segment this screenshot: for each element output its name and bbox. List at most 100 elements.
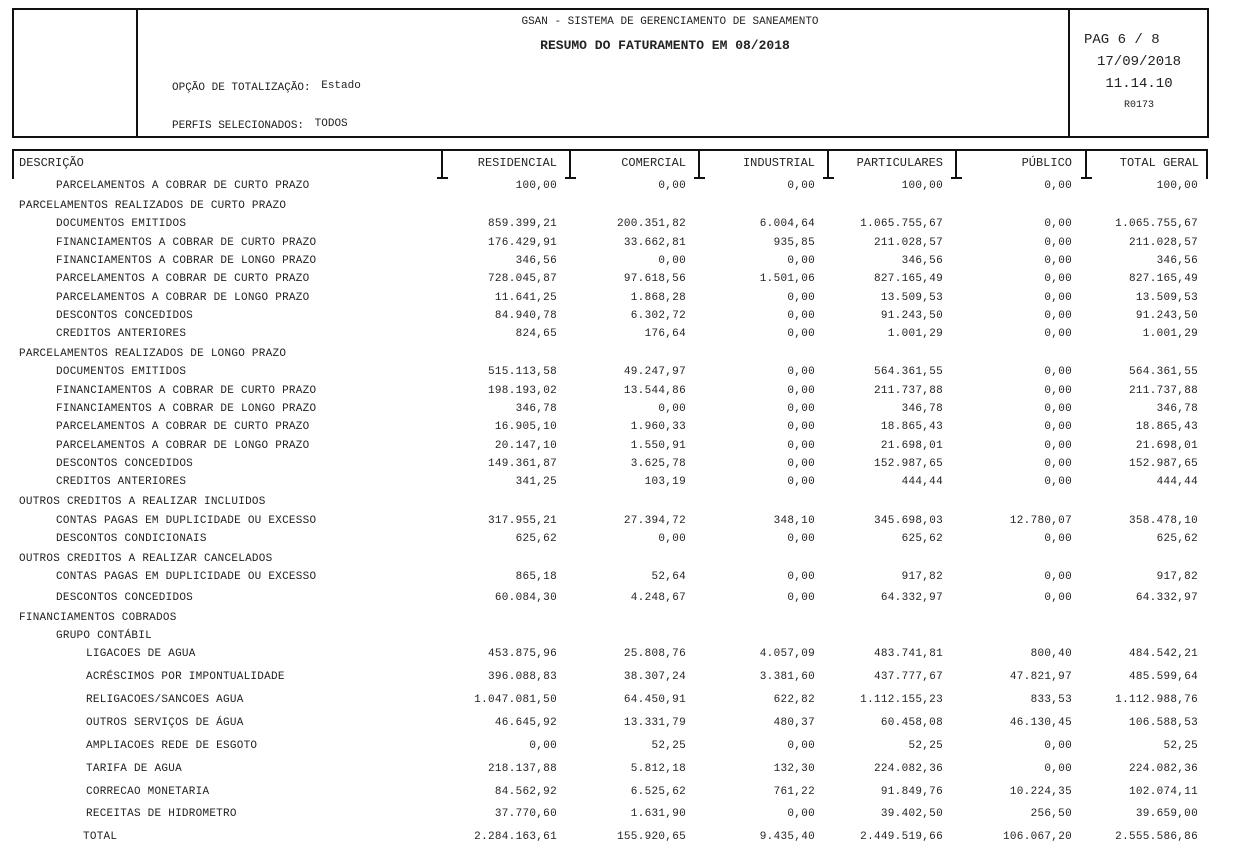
- column-header-comercial: COMERCIAL: [621, 156, 686, 170]
- row-description: TOTAL: [83, 831, 118, 843]
- table-row: FINANCIAMENTOS A COBRAR DE LONGO PRAZO 34…: [0, 255, 1252, 271]
- table-row: TOTAL 2.284.163,61 155.920,65 9.435,40 2.449…: [0, 831, 1252, 847]
- row-description: DESCONTOS CONCEDIDOS: [56, 592, 194, 604]
- cell-industrial: 6.004,64: [759, 218, 815, 230]
- cell-residencial: 46.645,92: [494, 717, 557, 729]
- row-description: RELIGACOES/SANCOES AGUA: [86, 694, 244, 706]
- cell-publico: 0,00: [1044, 763, 1072, 775]
- table-row: CORRECAO MONETARIA 84.562,92 6.525,62 761,2…: [0, 786, 1252, 802]
- row-description: FINANCIAMENTOS A COBRAR DE CURTO PRAZO: [56, 237, 317, 249]
- table-row: PARCELAMENTOS A COBRAR DE LONGO PRAZO 11.…: [0, 292, 1252, 308]
- cell-industrial: 0,00: [787, 255, 815, 267]
- cell-residencial: 865,18: [515, 571, 557, 583]
- column-separator: [441, 150, 443, 179]
- table-row: DESCONTOS CONCEDIDOS 84.940,78 6.302,72 0,0…: [0, 310, 1252, 326]
- column-separator: [955, 150, 957, 179]
- cell-residencial: 346,78: [515, 403, 557, 415]
- cell-industrial: 0,00: [787, 592, 815, 604]
- cell-publico: 12.780,07: [1009, 515, 1072, 527]
- cell-total-geral: 1.001,29: [1142, 328, 1198, 340]
- cell-particulares: 60.458,08: [880, 717, 943, 729]
- cell-total-geral: 224.082,36: [1128, 763, 1198, 775]
- table-row: PARCELAMENTOS A COBRAR DE CURTO PRAZO 100…: [0, 180, 1252, 196]
- cell-publico: 0,00: [1044, 740, 1072, 752]
- row-description: CORRECAO MONETARIA: [86, 786, 210, 798]
- table-row: DESCONTOS CONCEDIDOS 149.361,87 3.625,78 0,…: [0, 458, 1252, 474]
- profiles-value: TODOS: [314, 118, 348, 130]
- cell-comercial: 1.550,91: [630, 440, 686, 452]
- row-description: PARCELAMENTOS A COBRAR DE CURTO PRAZO: [56, 180, 310, 192]
- cell-comercial: 0,00: [658, 255, 686, 267]
- totalization-value: Estado: [321, 80, 361, 92]
- cell-particulares: 346,56: [901, 255, 943, 267]
- cell-comercial: 33.662,81: [623, 237, 686, 249]
- row-description: AMPLIACOES REDE DE ESGOTO: [86, 740, 258, 752]
- row-description: ACRÉSCIMOS POR IMPONTUALIDADE: [86, 671, 285, 683]
- column-separator-tick: [823, 177, 834, 179]
- cell-particulares: 346,78: [901, 403, 943, 415]
- cell-comercial: 1.868,28: [630, 292, 686, 304]
- cell-industrial: 0,00: [787, 366, 815, 378]
- row-description: DOCUMENTOS EMITIDOS: [56, 366, 187, 378]
- row-description: PARCELAMENTOS A COBRAR DE LONGO PRAZO: [56, 292, 310, 304]
- section-heading-row: PARCELAMENTOS REALIZADOS DE LONGO PRAZO: [0, 348, 1252, 364]
- row-description: PARCELAMENTOS A COBRAR DE LONGO PRAZO: [56, 440, 310, 452]
- cell-publico: 0,00: [1044, 571, 1072, 583]
- row-description: CONTAS PAGAS EM DUPLICIDADE OU EXCESSO: [56, 515, 317, 527]
- cell-comercial: 155.920,65: [616, 831, 686, 843]
- cell-total-geral: 100,00: [1156, 180, 1198, 192]
- cell-industrial: 0,00: [787, 533, 815, 545]
- totalization-option: OPÇÃO DE TOTALIZAÇÃO: Estado: [172, 80, 361, 94]
- column-separator: [569, 150, 571, 179]
- cell-publico: 0,00: [1044, 458, 1072, 470]
- cell-industrial: 0,00: [787, 310, 815, 322]
- table-row: PARCELAMENTOS A COBRAR DE LONGO PRAZO 20.…: [0, 440, 1252, 456]
- cell-total-geral: 13.509,53: [1135, 292, 1198, 304]
- report-header-box: [12, 8, 1209, 138]
- cell-publico: 0,00: [1044, 366, 1072, 378]
- cell-particulares: 224.082,36: [873, 763, 943, 775]
- cell-comercial: 0,00: [658, 180, 686, 192]
- cell-industrial: 0,00: [787, 385, 815, 397]
- cell-publico: 0,00: [1044, 533, 1072, 545]
- cell-residencial: 149.361,87: [487, 458, 557, 470]
- cell-total-geral: 64.332,97: [1135, 592, 1198, 604]
- table-row: TARIFA DE AGUA 218.137,88 5.812,18 132,30 22…: [0, 763, 1252, 779]
- cell-total-geral: 211.028,57: [1128, 237, 1198, 249]
- report-code: R0173: [1123, 100, 1154, 111]
- row-description: CONTAS PAGAS EM DUPLICIDADE OU EXCESSO: [56, 571, 317, 583]
- cell-residencial: 625,62: [515, 533, 557, 545]
- cell-publico: 0,00: [1044, 328, 1072, 340]
- cell-comercial: 5.812,18: [630, 763, 686, 775]
- row-description: OUTROS SERVIÇOS DE ÁGUA: [86, 717, 244, 729]
- cell-total-geral: 211.737,88: [1128, 385, 1198, 397]
- profiles-label: PERFIS SELECIONADOS:: [172, 120, 305, 132]
- cell-particulares: 1.001,29: [887, 328, 943, 340]
- cell-publico: 0,00: [1044, 180, 1072, 192]
- cell-total-geral: 564.361,55: [1128, 366, 1198, 378]
- cell-comercial: 6.302,72: [630, 310, 686, 322]
- row-description: PARCELAMENTOS REALIZADOS DE LONGO PRAZO: [19, 348, 287, 360]
- cell-residencial: 859.399,21: [487, 218, 557, 230]
- row-description: TARIFA DE AGUA: [86, 763, 182, 775]
- table-row: FINANCIAMENTOS A COBRAR DE CURTO PRAZO 17…: [0, 237, 1252, 253]
- cell-industrial: 761,22: [773, 786, 815, 798]
- cell-comercial: 200.351,82: [616, 218, 686, 230]
- cell-particulares: 91.243,50: [880, 310, 943, 322]
- cell-comercial: 97.618,56: [623, 273, 686, 285]
- cell-total-geral: 18.865,43: [1135, 421, 1198, 433]
- cell-total-geral: 102.074,11: [1128, 786, 1198, 798]
- cell-publico: 47.821,97: [1009, 671, 1072, 683]
- column-header-industrial: INDUSTRIAL: [742, 156, 815, 170]
- cell-residencial: 0,00: [529, 740, 557, 752]
- cell-particulares: 18.865,43: [880, 421, 943, 433]
- column-separator-tick: [1081, 177, 1092, 179]
- cell-publico: 256,50: [1030, 808, 1072, 820]
- cell-particulares: 827.165,49: [873, 273, 943, 285]
- row-description: PARCELAMENTOS A COBRAR DE CURTO PRAZO: [56, 421, 310, 433]
- table-row: PARCELAMENTOS A COBRAR DE CURTO PRAZO 728…: [0, 273, 1252, 289]
- cell-comercial: 4.248,67: [630, 592, 686, 604]
- cell-residencial: 16.905,10: [494, 421, 557, 433]
- cell-comercial: 64.450,91: [623, 694, 686, 706]
- table-row: DESCONTOS CONDICIONAIS 625,62 0,00 0,00 625,…: [0, 533, 1252, 549]
